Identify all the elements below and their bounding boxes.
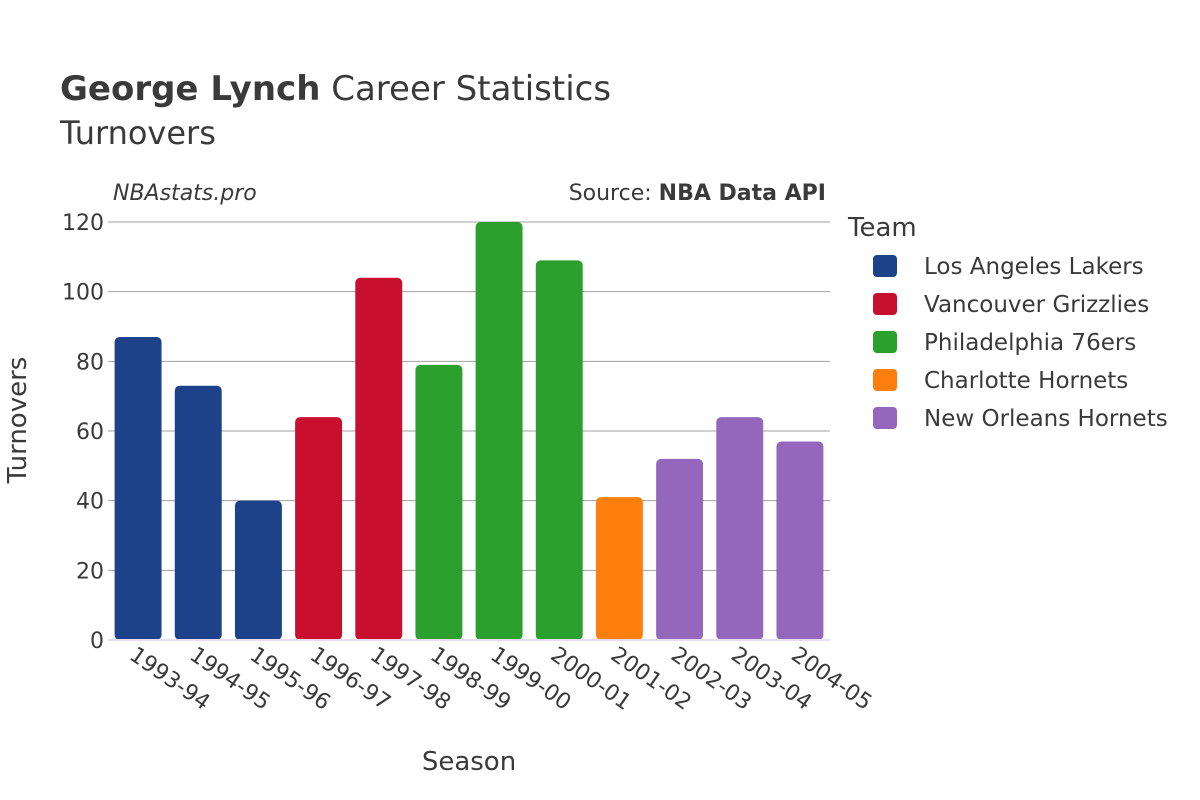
bar-2001-02 — [595, 497, 643, 640]
bar-1998-99 — [415, 364, 463, 640]
bar-2002-03 — [656, 458, 704, 640]
chart-title: George Lynch Career Statistics — [60, 69, 611, 109]
bar-1994-95 — [174, 385, 222, 640]
bar-1997-98 — [355, 277, 403, 640]
legend-swatch — [873, 407, 897, 429]
bar-2003-04 — [716, 417, 764, 640]
bar-2004-05 — [776, 441, 824, 640]
bars — [114, 222, 824, 640]
y-tick-label: 120 — [62, 211, 104, 236]
source-prefix: Source: — [569, 181, 659, 206]
legend-label: Charlotte Hornets — [924, 368, 1128, 394]
y-axis-ticks: 0 20 40 60 80 100 120 — [62, 211, 104, 654]
legend-swatch — [873, 331, 897, 353]
bar-2000-01 — [535, 260, 583, 640]
legend-swatch — [873, 293, 897, 315]
y-tick-label: 40 — [76, 490, 104, 515]
legend-label: Los Angeles Lakers — [924, 254, 1144, 280]
legend: Los Angeles Lakers Vancouver Grizzlies Phi… — [873, 254, 1168, 432]
chart-title-bold: George Lynch — [60, 69, 320, 109]
legend-swatch — [873, 255, 897, 277]
chart-subtitle: Turnovers — [59, 114, 216, 152]
y-tick-label: 60 — [76, 420, 104, 445]
y-tick-label: 80 — [76, 350, 104, 375]
source-label: Source: NBA Data API — [569, 181, 826, 206]
chart-title-rest: Career Statistics — [320, 69, 611, 109]
gridlines — [108, 221, 830, 571]
legend-label: Philadelphia 76ers — [924, 330, 1136, 356]
legend-swatch — [873, 369, 897, 391]
y-tick-label: 20 — [76, 559, 104, 584]
y-axis-title: Turnovers — [3, 357, 33, 485]
bar-1999-00 — [475, 222, 523, 640]
bar-1995-96 — [234, 500, 282, 640]
x-axis-ticks: 1993-941994-951995-961996-971997-981998-… — [125, 642, 876, 715]
y-tick-label: 100 — [62, 281, 104, 306]
watermark: NBAstats.pro — [113, 181, 257, 206]
bar-1996-97 — [295, 417, 343, 640]
legend-label: Vancouver Grizzlies — [924, 292, 1149, 318]
source-name: NBA Data API — [659, 181, 826, 206]
legend-label: New Orleans Hornets — [924, 406, 1168, 432]
x-axis-title: Season — [422, 747, 516, 777]
legend-title: Team — [847, 213, 917, 243]
bar-1993-94 — [114, 336, 162, 640]
y-tick-label: 0 — [90, 629, 104, 654]
